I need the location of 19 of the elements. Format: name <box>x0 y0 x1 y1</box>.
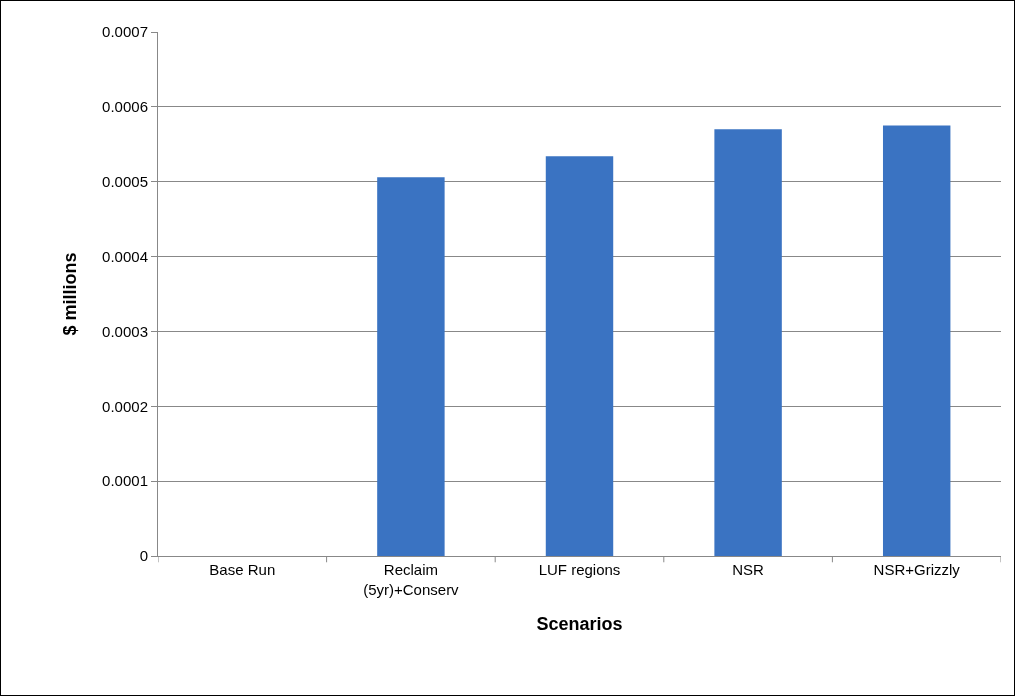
bar <box>377 177 445 556</box>
y-tick-label: 0.0006 <box>102 98 148 116</box>
y-axis-title: $ millions <box>60 252 81 336</box>
x-axis-title: Scenarios <box>536 613 623 634</box>
y-tick-label: 0.0005 <box>102 172 148 190</box>
x-tick-label: LUF regions <box>538 561 621 578</box>
x-tick-label: NSR+Grizzly <box>873 561 961 578</box>
x-tick-label: Reclaim (5yr)+Conserv <box>363 561 460 598</box>
y-tick-label: 0.0007 <box>102 23 148 41</box>
y-tick-label: 0 <box>139 547 148 565</box>
bar <box>545 156 614 556</box>
y-tick-label: 0.0004 <box>102 247 148 265</box>
bar <box>882 125 951 556</box>
y-tick-label: 0.0001 <box>102 472 148 490</box>
y-tick-label: 0.0003 <box>102 322 148 340</box>
bar <box>714 129 782 556</box>
x-tick-label: Base Run <box>209 561 276 578</box>
y-tick-label: 0.0002 <box>102 397 148 415</box>
x-tick-label: NSR <box>732 561 765 578</box>
